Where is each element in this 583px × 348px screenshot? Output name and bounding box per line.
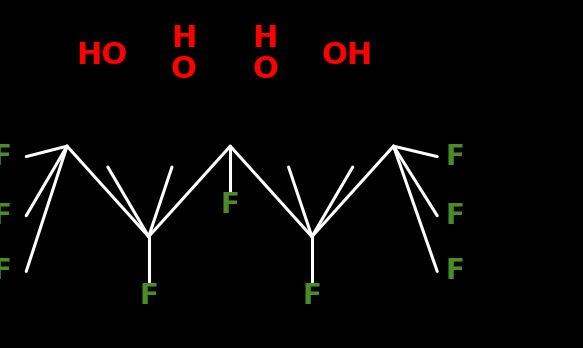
- Text: F: F: [446, 202, 465, 230]
- Text: OH: OH: [321, 41, 373, 70]
- Text: F: F: [0, 258, 12, 285]
- Text: O: O: [171, 55, 196, 84]
- Text: F: F: [0, 202, 12, 230]
- Text: H: H: [252, 24, 278, 53]
- Text: H: H: [171, 24, 196, 53]
- Text: F: F: [139, 282, 158, 310]
- Text: F: F: [446, 143, 465, 171]
- Text: F: F: [221, 191, 240, 219]
- Text: HO: HO: [76, 41, 128, 70]
- Text: O: O: [252, 55, 278, 84]
- Text: F: F: [303, 282, 321, 310]
- Text: F: F: [446, 258, 465, 285]
- Text: F: F: [0, 143, 12, 171]
